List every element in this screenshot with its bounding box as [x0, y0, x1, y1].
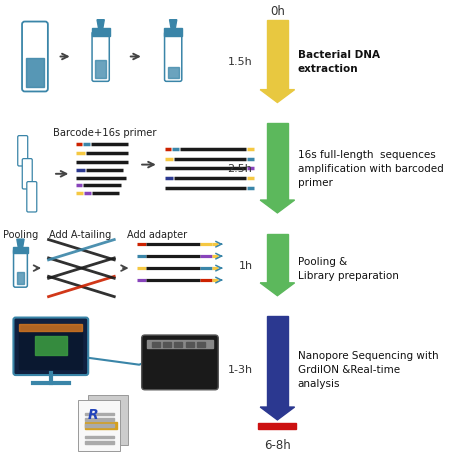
- Text: Nanopore Sequencing with
GrdiION &Real-time
analysis: Nanopore Sequencing with GrdiION &Real-t…: [298, 351, 438, 388]
- FancyBboxPatch shape: [78, 400, 120, 451]
- Bar: [91, 28, 109, 37]
- Bar: [85, 413, 114, 415]
- Bar: [85, 436, 114, 438]
- Text: R: R: [88, 407, 99, 421]
- Bar: [163, 342, 171, 347]
- Bar: [152, 342, 160, 347]
- Polygon shape: [97, 21, 104, 28]
- Text: Pooling &
Library preparation: Pooling & Library preparation: [298, 257, 399, 280]
- Bar: [13, 247, 28, 253]
- Text: 1-3h: 1-3h: [228, 364, 253, 375]
- Text: 2.5h: 2.5h: [228, 164, 253, 174]
- Bar: [85, 418, 114, 421]
- FancyBboxPatch shape: [92, 33, 109, 82]
- Text: Add adapter: Add adapter: [127, 229, 187, 239]
- Bar: [266, 234, 288, 283]
- Bar: [85, 441, 114, 444]
- FancyBboxPatch shape: [14, 250, 27, 287]
- Bar: [197, 342, 205, 347]
- Bar: [186, 342, 194, 347]
- Polygon shape: [17, 240, 24, 247]
- Polygon shape: [170, 21, 177, 28]
- Text: Barcode+16s primer: Barcode+16s primer: [54, 128, 157, 138]
- Polygon shape: [260, 283, 295, 296]
- Polygon shape: [260, 90, 295, 103]
- Bar: [266, 317, 288, 407]
- Bar: [85, 424, 114, 427]
- Polygon shape: [260, 201, 295, 213]
- Text: 16s full-length  sequences
amplification with barcoded
primer: 16s full-length sequences amplification …: [298, 150, 444, 188]
- Text: Bacterial DNA
extraction: Bacterial DNA extraction: [298, 50, 380, 74]
- Bar: [258, 423, 296, 429]
- FancyBboxPatch shape: [88, 395, 128, 445]
- FancyBboxPatch shape: [142, 335, 218, 390]
- Bar: [35, 336, 67, 355]
- Bar: [174, 342, 182, 347]
- Bar: [19, 324, 82, 331]
- Bar: [26, 59, 44, 88]
- Bar: [17, 272, 24, 285]
- Text: Pooling: Pooling: [3, 229, 38, 239]
- Bar: [164, 28, 182, 37]
- Text: 1h: 1h: [238, 260, 253, 270]
- Text: 1.5h: 1.5h: [228, 57, 253, 67]
- FancyBboxPatch shape: [27, 182, 37, 213]
- FancyBboxPatch shape: [22, 22, 48, 92]
- Bar: [266, 124, 288, 201]
- Text: 6-8h: 6-8h: [264, 438, 291, 451]
- FancyBboxPatch shape: [18, 136, 27, 167]
- Bar: [95, 61, 106, 79]
- FancyBboxPatch shape: [22, 159, 32, 190]
- Bar: [19, 324, 82, 369]
- Bar: [85, 422, 117, 429]
- FancyBboxPatch shape: [13, 318, 88, 375]
- Bar: [147, 341, 213, 349]
- Polygon shape: [260, 407, 295, 420]
- Bar: [168, 67, 179, 79]
- FancyBboxPatch shape: [164, 33, 182, 82]
- Bar: [266, 21, 288, 90]
- Text: 0h: 0h: [270, 5, 285, 18]
- Text: Add A-tailing: Add A-tailing: [49, 229, 111, 239]
